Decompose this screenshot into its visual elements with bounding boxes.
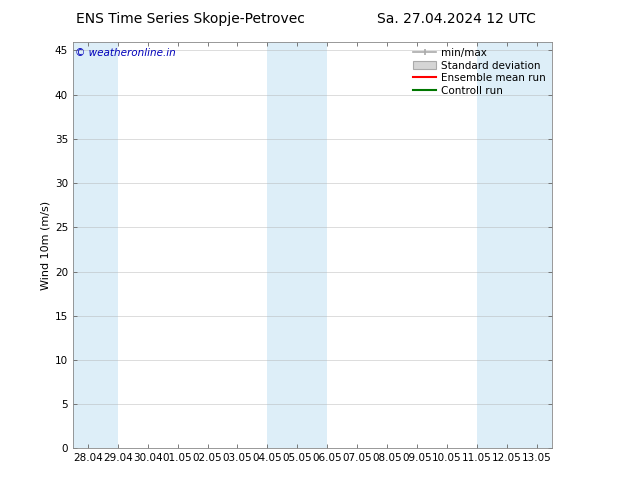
Y-axis label: Wind 10m (m/s): Wind 10m (m/s)	[41, 200, 51, 290]
Bar	[477, 42, 552, 448]
Text: ENS Time Series Skopje-Petrovec: ENS Time Series Skopje-Petrovec	[75, 12, 305, 26]
Legend: min/max, Standard deviation, Ensemble mean run, Controll run: min/max, Standard deviation, Ensemble me…	[410, 44, 550, 100]
Text: Sa. 27.04.2024 12 UTC: Sa. 27.04.2024 12 UTC	[377, 12, 536, 26]
Text: © weatheronline.in: © weatheronline.in	[75, 48, 176, 58]
Bar	[268, 42, 327, 448]
Bar	[73, 42, 118, 448]
